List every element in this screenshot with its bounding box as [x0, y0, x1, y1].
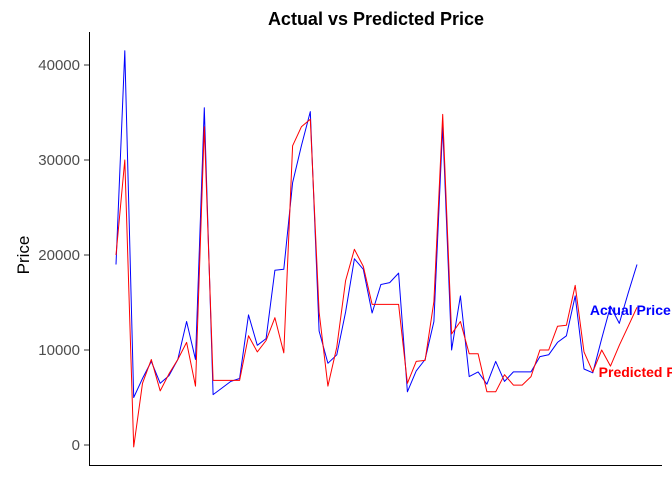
y-tick-label: 40000	[38, 57, 80, 74]
annotation-predicted-price: Predicted Price	[599, 364, 672, 380]
series-line-predicted-price	[115, 113, 638, 448]
y-axis-ticks: 0 10000 20000 30000 40000	[38, 57, 89, 454]
annotation-actual-price: Actual Price	[590, 302, 671, 318]
series-annotations: Actual Price Predicted Price	[590, 302, 672, 380]
series-line-actual-price	[115, 50, 638, 398]
chart-title: Actual vs Predicted Price	[268, 9, 484, 29]
y-tick-label: 30000	[38, 152, 80, 169]
y-tick-label: 0	[72, 437, 80, 454]
y-tick-label: 20000	[38, 247, 80, 264]
y-axis-label: Price	[14, 236, 33, 275]
series-lines	[115, 50, 638, 448]
y-tick-label: 10000	[38, 342, 80, 359]
